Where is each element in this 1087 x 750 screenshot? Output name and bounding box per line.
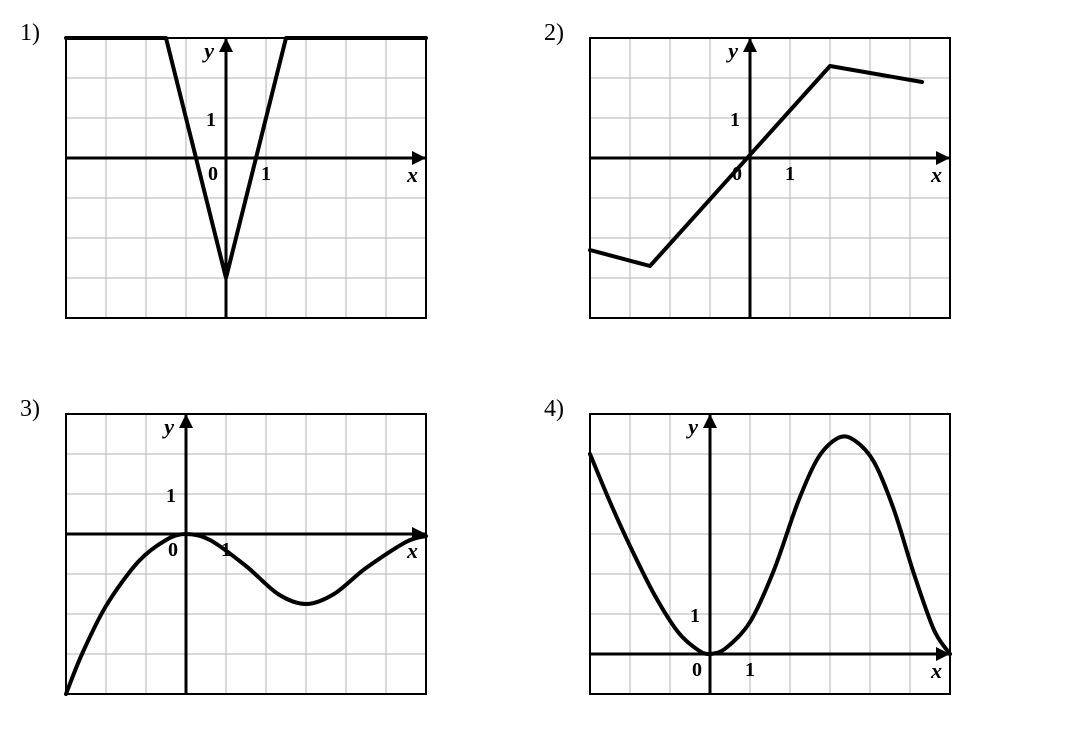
y-tick-label: 1 <box>206 109 216 131</box>
chart-3: yx011 <box>48 396 444 712</box>
x-tick-label: 1 <box>785 163 795 185</box>
chart-2: yx011 <box>572 20 968 336</box>
chart-number-label: 1) <box>20 20 40 47</box>
y-tick-label: 1 <box>730 109 740 131</box>
origin-label: 0 <box>208 163 218 185</box>
chart-wrapper-4: 4)yx011 <box>544 396 968 712</box>
chart-number-label: 3) <box>20 396 40 423</box>
chart-1: yx011 <box>48 20 444 336</box>
x-tick-label: 1 <box>745 659 755 681</box>
x-axis-label: x <box>930 658 942 683</box>
charts-grid: 1)yx0112)yx0113)yx0114)yx011 <box>20 20 968 712</box>
chart-wrapper-2: 2)yx011 <box>544 20 968 336</box>
chart-number-label: 2) <box>544 20 564 47</box>
x-axis-label: x <box>406 162 418 187</box>
x-axis-label: x <box>930 162 942 187</box>
chart-wrapper-1: 1)yx011 <box>20 20 444 336</box>
chart-number-label: 4) <box>544 396 564 423</box>
y-tick-label: 1 <box>690 605 700 627</box>
origin-label: 0 <box>168 539 178 561</box>
chart-4: yx011 <box>572 396 968 712</box>
chart-wrapper-3: 3)yx011 <box>20 396 444 712</box>
y-tick-label: 1 <box>166 485 176 507</box>
x-tick-label: 1 <box>261 163 271 185</box>
origin-label: 0 <box>692 659 702 681</box>
